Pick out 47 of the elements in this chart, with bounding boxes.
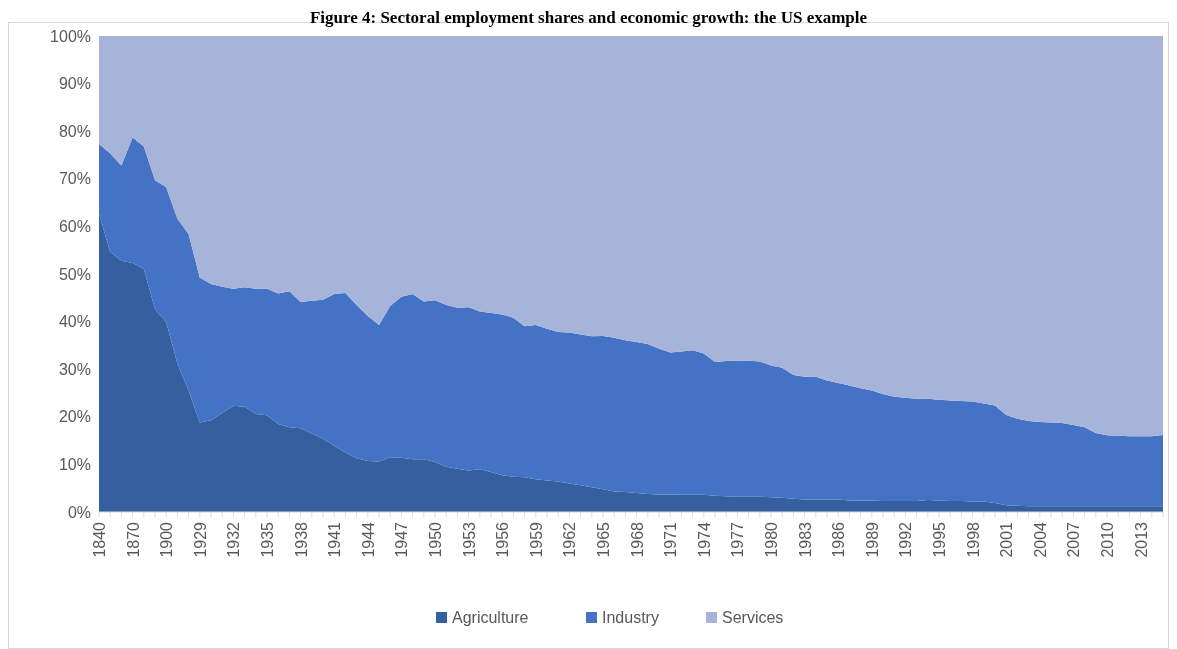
x-tick-label: 2013: [1132, 521, 1150, 558]
x-tick-label: 1989: [863, 521, 881, 558]
x-tick-label: 2010: [1099, 521, 1116, 558]
x-tick-label: 1992: [897, 521, 915, 558]
legend-label: Agriculture: [452, 609, 529, 626]
x-tick-label: 1870: [124, 521, 142, 558]
x-tick-label: 1941: [326, 521, 344, 558]
x-tick-label: 1974: [695, 521, 713, 558]
x-tick-label: 1900: [158, 521, 176, 558]
x-tick-label: 1998: [964, 521, 982, 558]
y-tick-label: 30%: [58, 360, 91, 378]
y-tick-label: 20%: [58, 408, 91, 426]
x-tick-label: 2001: [998, 521, 1016, 558]
x-tick-label: 1944: [359, 521, 377, 558]
x-tick-label: 1962: [561, 521, 579, 558]
x-tick-label: 1983: [796, 521, 814, 558]
y-tick-label: 50%: [58, 265, 91, 283]
x-tick-label: 1971: [662, 521, 680, 558]
legend-label: Industry: [602, 609, 659, 626]
x-tick-label: 1947: [393, 521, 411, 558]
x-tick-label: 1977: [729, 521, 747, 558]
x-tick-label: 2004: [1031, 521, 1049, 558]
y-tick-label: 70%: [58, 170, 91, 188]
x-tick-label: 1968: [628, 521, 646, 558]
x-tick-label: 1980: [763, 521, 780, 558]
x-tick-label: 1986: [830, 521, 848, 558]
y-tick-label: 40%: [58, 313, 91, 331]
x-tick-label: 1959: [527, 521, 545, 558]
y-tick-label: 60%: [58, 218, 91, 235]
x-tick-label: 1932: [225, 521, 243, 558]
x-tick-label: 1935: [259, 521, 276, 558]
x-tick-label: 1938: [292, 521, 310, 558]
x-tick-label: 1929: [191, 521, 209, 558]
x-tick-label: 1965: [595, 521, 612, 558]
x-tick-label: 1840: [91, 521, 108, 558]
chart-title: Figure 4: Sectoral employment shares and economic growth: the US example: [309, 8, 868, 27]
x-tick-label: 1956: [494, 521, 512, 558]
y-tick-label: 80%: [58, 122, 91, 140]
x-tick-label: 1953: [460, 521, 478, 558]
y-tick-label: 10%: [58, 456, 91, 473]
x-tick-label: 1950: [427, 521, 444, 558]
legend-label: Services: [722, 609, 784, 626]
y-tick-label: 90%: [58, 75, 91, 93]
x-tick-label: 1995: [931, 521, 948, 558]
y-tick-label: 100%: [50, 27, 91, 45]
x-tick-label: 2007: [1065, 521, 1083, 558]
y-tick-label: 0%: [67, 503, 91, 521]
